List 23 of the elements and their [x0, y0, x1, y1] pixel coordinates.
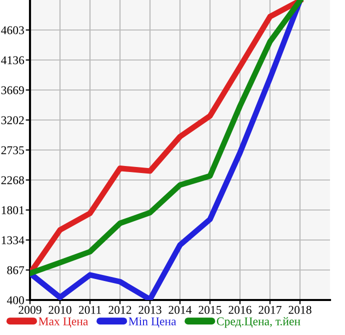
y-tick-label: 2735 — [1, 146, 24, 154]
y-tick-label: 867 — [7, 266, 24, 274]
x-tick-label: 2018 — [288, 306, 312, 314]
y-tick-label: 1801 — [2, 206, 24, 214]
y-tick-label: 2268 — [1, 176, 24, 184]
x-tick-label: 2016 — [228, 306, 252, 314]
legend-label: Min Цена — [128, 317, 176, 328]
x-tick-label: 2009 — [18, 306, 42, 314]
x-tick-label: 2015 — [198, 306, 222, 314]
legend-label: Сред.Цена, т.йен — [216, 317, 300, 328]
x-tick-label: 2011 — [78, 306, 101, 314]
x-tick-label: 2010 — [48, 306, 72, 314]
y-tick-label: 400 — [6, 296, 24, 304]
x-tick-label: 2014 — [168, 306, 192, 314]
y-tick-label: 4603 — [1, 26, 24, 34]
y-tick-label: 4136 — [1, 56, 24, 64]
y-tick-label: 3669 — [1, 86, 24, 94]
y-tick-label: 1334 — [2, 236, 24, 244]
x-tick-label: 2013 — [138, 306, 162, 314]
x-tick-label: 2012 — [108, 306, 132, 314]
legend-label: Max Цена — [38, 317, 88, 328]
x-tick-label: 2017 — [258, 306, 282, 314]
y-tick-label: 3202 — [1, 116, 24, 124]
